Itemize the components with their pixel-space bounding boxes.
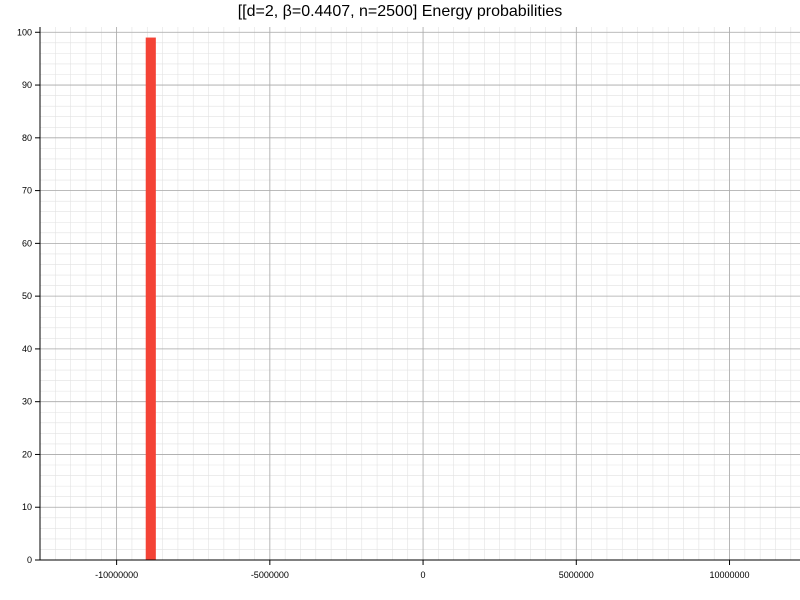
y-tick-label: 40 xyxy=(22,344,32,354)
x-tick-label: 10000000 xyxy=(709,570,749,580)
bars-group xyxy=(145,37,156,561)
axes xyxy=(39,27,800,561)
y-tick-label: 100 xyxy=(17,27,32,37)
y-tick-label: 20 xyxy=(22,449,32,459)
y-tick-label: 70 xyxy=(22,186,32,196)
y-tick-label: 60 xyxy=(22,238,32,248)
x-tick-label: 0 xyxy=(421,570,426,580)
y-tick-label: 10 xyxy=(22,502,32,512)
y-tick-label: 80 xyxy=(22,133,32,143)
bar-0 xyxy=(145,37,156,561)
y-tick-label: 30 xyxy=(22,397,32,407)
chart-title: [[d=2, β=0.4407, n=2500] Energy probabil… xyxy=(237,3,563,20)
x-ticks: -10000000 -5000000 0 5000000 10000000 xyxy=(95,560,750,580)
y-ticks: 0 10 20 30 40 50 60 70 80 90 100 xyxy=(17,27,40,565)
x-tick-label: 5000000 xyxy=(559,570,594,580)
minor-grid xyxy=(39,27,800,561)
x-tick-label: -10000000 xyxy=(95,570,138,580)
x-tick-label: -5000000 xyxy=(251,570,289,580)
y-tick-label: 90 xyxy=(22,80,32,90)
y-tick-label: 0 xyxy=(27,555,32,565)
y-tick-label: 50 xyxy=(22,291,32,301)
